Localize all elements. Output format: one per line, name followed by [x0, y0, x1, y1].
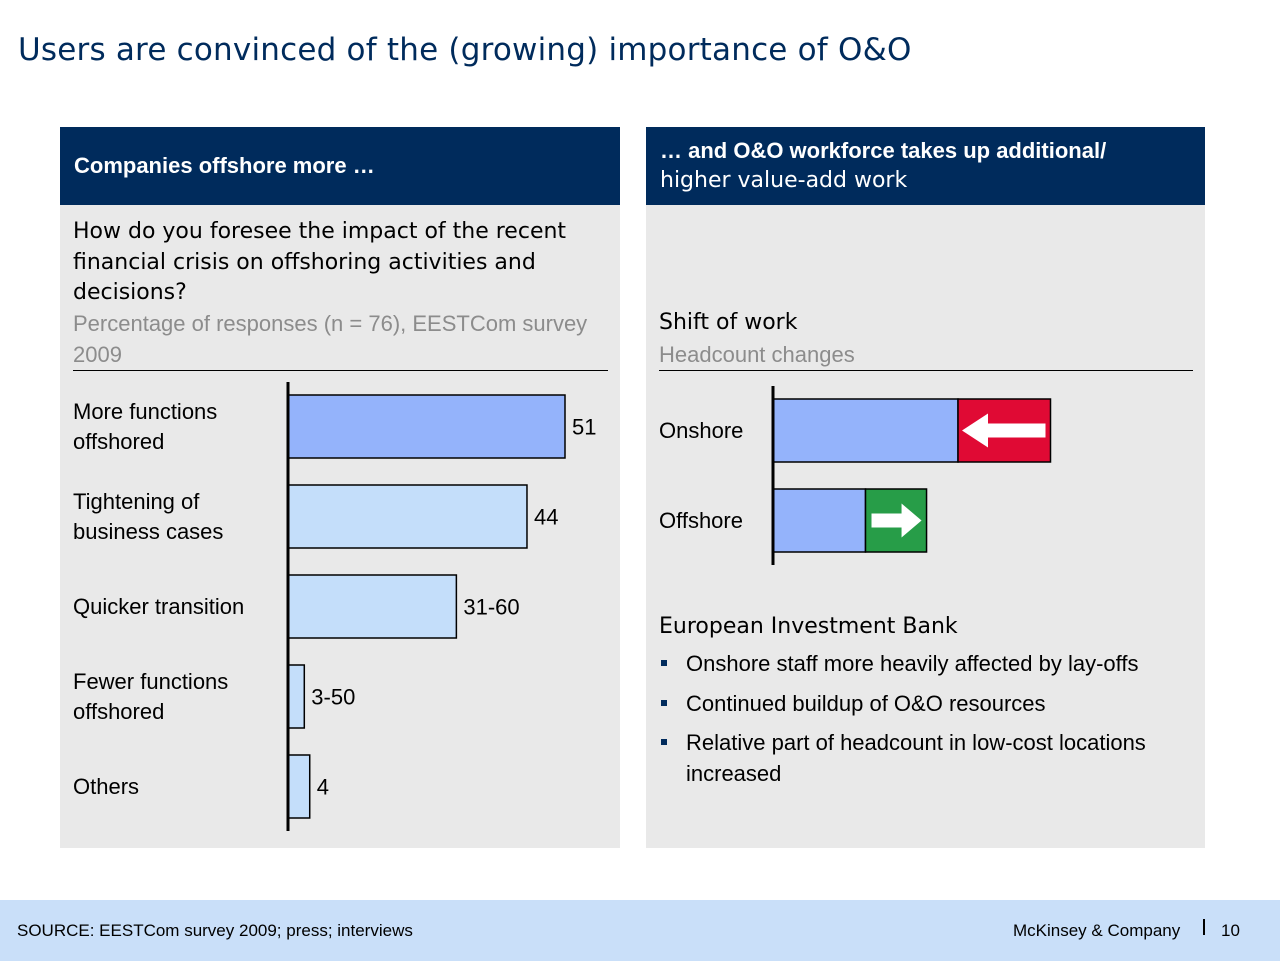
- data-label-0: 51: [572, 415, 596, 440]
- bullet-square-icon: [661, 739, 667, 745]
- arrow-right-icon: [871, 503, 922, 538]
- bullet-square-icon: [661, 699, 667, 706]
- headcount-bar-0: [772, 398, 959, 463]
- data-label-2: 31-60: [463, 595, 519, 620]
- right-divider: [659, 370, 1193, 371]
- brand-name: McKinsey & Company: [1013, 921, 1181, 940]
- eib-bullet-list: Onshore staff more heavily affected by l…: [659, 649, 1189, 798]
- page-number: 10: [1221, 921, 1240, 940]
- bar-2: [287, 574, 458, 639]
- page-title: Users are convinced of the (growing) imp…: [18, 32, 912, 68]
- bullet-square-icon: [661, 660, 667, 666]
- data-label-3: 3-50: [311, 685, 355, 710]
- survey-question: How do you foresee the impact of the rec…: [73, 219, 567, 305]
- shift-chart-subtitle: Headcount changes: [659, 342, 855, 367]
- right-panel-header-bold: … and O&O workforce takes up additional/: [660, 138, 1107, 163]
- eib-section-title: European Investment Bank: [659, 614, 958, 639]
- left-panel: Companies offshore more … How do you for…: [60, 127, 620, 848]
- bar-3: [287, 664, 306, 729]
- footer-separator: [1203, 919, 1205, 935]
- data-label-1: 44: [534, 505, 558, 530]
- shift-of-work-chart: [771, 386, 1052, 565]
- footer: SOURCE: EESTCom survey 2009; press; inte…: [0, 900, 1280, 961]
- shift-chart-title: Shift of work: [659, 310, 798, 335]
- bullet-text: Continued buildup of O&O resources: [686, 690, 1046, 716]
- category-label-0: More functions offshored: [73, 398, 218, 454]
- bar-1: [287, 484, 528, 549]
- survey-subtitle: Percentage of responses (n = 76), EESTCo…: [73, 311, 588, 367]
- category-label-1: Tightening of business cases: [73, 488, 224, 544]
- left-panel-header: Companies offshore more …: [60, 127, 620, 205]
- bullet-text: Relative part of headcount in low-cost l…: [686, 730, 1146, 786]
- shift-category-label-0: Onshore: [659, 417, 744, 443]
- right-panel-header-regular: higher value-add work: [660, 168, 908, 193]
- headcount-bar-1: [772, 488, 867, 553]
- source-note: SOURCE: EESTCom survey 2009; press; inte…: [17, 921, 413, 940]
- right-panel-header: … and O&O workforce takes up additional/…: [646, 127, 1205, 205]
- bar-0: [287, 394, 566, 459]
- arrow-left-icon: [962, 413, 1046, 448]
- bar-4: [287, 754, 311, 819]
- category-label-3: Fewer functions offshored: [73, 668, 229, 724]
- shift-category-label-1: Offshore: [659, 507, 743, 533]
- bullet-item: Onshore staff more heavily affected by l…: [659, 649, 1189, 680]
- bullet-item: Continued buildup of O&O resources: [659, 689, 1189, 720]
- category-label-2: Quicker transition: [73, 593, 245, 619]
- category-label-4: Others: [73, 773, 140, 799]
- survey-bar-chart: 51 44 31-60 3-50 4: [286, 382, 596, 831]
- data-label-4: 4: [317, 775, 329, 800]
- left-panel-header-text: Companies offshore more …: [74, 153, 375, 178]
- bullet-text: Onshore staff more heavily affected by l…: [686, 651, 1139, 676]
- left-divider: [73, 370, 608, 371]
- bullet-item: Relative part of headcount in low-cost l…: [659, 728, 1189, 789]
- right-panel: … and O&O workforce takes up additional/…: [646, 127, 1205, 848]
